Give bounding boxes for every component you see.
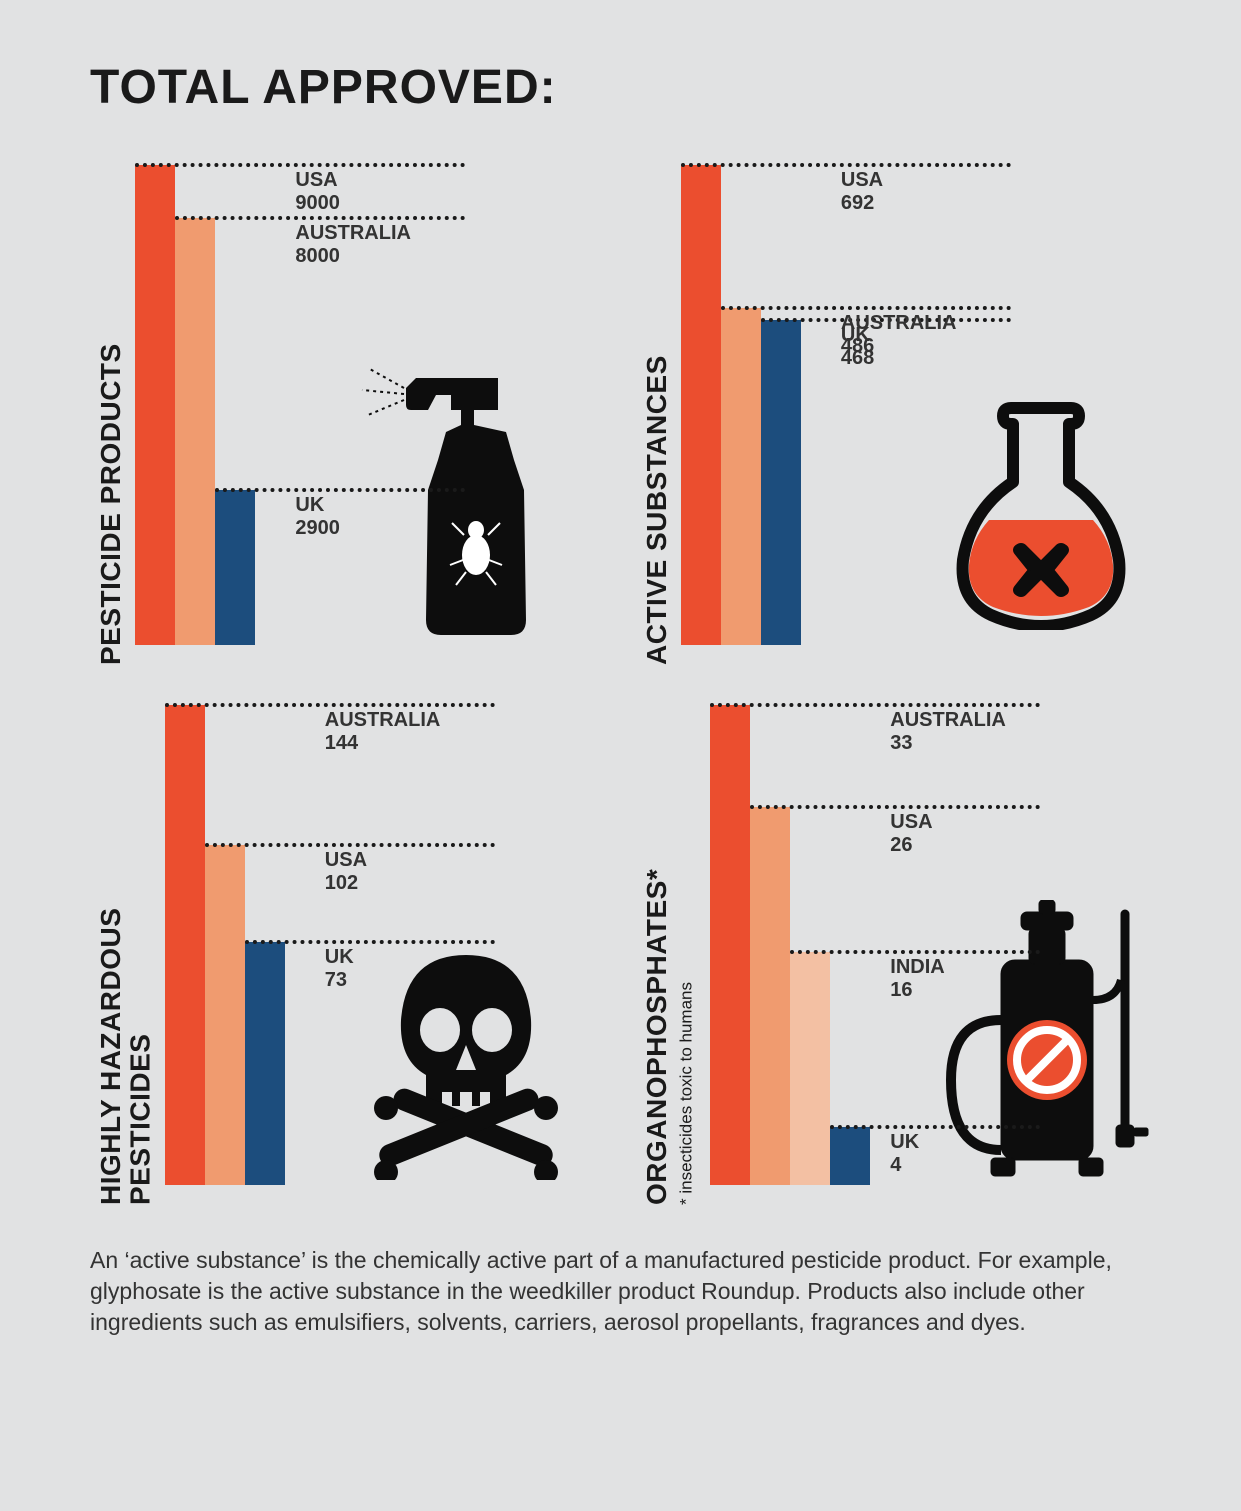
- bar-value: 33: [890, 732, 1006, 755]
- bar-group: [165, 705, 285, 1185]
- bar: [750, 807, 790, 1185]
- page-title: TOTAL APPROVED:: [90, 60, 1151, 115]
- bar-value: 8000: [295, 245, 411, 268]
- pump-sprayer-icon: [921, 900, 1151, 1185]
- bar-country: UK: [890, 1131, 919, 1154]
- bar-country: UK: [295, 494, 340, 517]
- panel-label: ACTIVE SUBSTANCES: [636, 165, 677, 665]
- bar-value: 102: [325, 872, 367, 895]
- bar-label: UK73: [325, 946, 354, 992]
- chart-area: USA692AUSTRALIA486UK468: [681, 165, 1151, 645]
- bar: [135, 165, 175, 645]
- bar: [175, 218, 215, 645]
- footnote-text: An ‘active substance’ is the chemically …: [90, 1245, 1150, 1338]
- panel-label-line2: PESTICIDES: [124, 1034, 155, 1205]
- bar: [215, 490, 255, 645]
- bar-value: 144: [325, 732, 441, 755]
- chart-area: AUSTRALIA144 USA102 UK73: [165, 705, 606, 1185]
- bar-country: INDIA: [890, 956, 944, 979]
- bar-country: AUSTRALIA: [890, 709, 1006, 732]
- spray-bottle-icon: [356, 360, 576, 645]
- panel-label-line1: HIGHLY HAZARDOUS: [95, 908, 126, 1205]
- panel-highly-hazardous: HIGHLY HAZARDOUS PESTICIDES: [90, 705, 606, 1205]
- skull-crossbones-icon: [356, 950, 576, 1185]
- bar-country: USA: [890, 811, 932, 834]
- flask-icon: [941, 400, 1141, 635]
- bar-value: 9000: [295, 192, 340, 215]
- bar-label: INDIA16: [890, 956, 944, 1002]
- bar: [710, 705, 750, 1185]
- bar-value: 26: [890, 834, 932, 857]
- bar-label: UK2900: [295, 494, 340, 540]
- panel-label-main: ORGANOPHOSPHATES*: [641, 869, 672, 1205]
- bar-country: AUSTRALIA: [325, 709, 441, 732]
- bar-value: 73: [325, 969, 354, 992]
- bar: [245, 942, 285, 1185]
- bar-label: USA26: [890, 811, 932, 857]
- bar: [830, 1127, 870, 1185]
- bar: [205, 845, 245, 1185]
- bar-label: AUSTRALIA33: [890, 709, 1006, 755]
- bar-value: 4: [890, 1154, 919, 1177]
- bar: [681, 165, 721, 645]
- bar-value: 692: [841, 192, 883, 215]
- bar-value: 468: [841, 347, 874, 370]
- panel-active-substances: ACTIVE SUBSTANCES USA692AUSTRALIA486UK46…: [636, 165, 1152, 665]
- panel-pesticide-products: PESTICIDE PRODUCTS: [90, 165, 606, 665]
- chart-grid: PESTICIDE PRODUCTS: [90, 165, 1151, 1205]
- bar: [721, 308, 761, 645]
- panel-organophosphates: ORGANOPHOSPHATES* * insecticides toxic t…: [636, 705, 1152, 1205]
- bar-country: USA: [325, 849, 367, 872]
- bar-country: USA: [841, 169, 883, 192]
- bar-label: AUSTRALIA144: [325, 709, 441, 755]
- panel-label: PESTICIDE PRODUCTS: [90, 165, 131, 665]
- bar: [761, 320, 801, 645]
- chart-area: USA9000 AUSTRALIA8000 UK2900: [135, 165, 605, 645]
- bar-value: 16: [890, 979, 944, 1002]
- bar-country: UK: [325, 946, 354, 969]
- panel-subtitle: * insecticides toxic to humans: [676, 982, 695, 1205]
- bar: [790, 952, 830, 1185]
- bar-group: [681, 165, 801, 645]
- bar-label: USA692: [841, 169, 883, 215]
- bar-label: AUSTRALIA8000: [295, 222, 411, 268]
- bar-label: UK468: [841, 324, 874, 370]
- bar-group: [710, 705, 870, 1185]
- panel-label: HIGHLY HAZARDOUS PESTICIDES: [90, 705, 161, 1205]
- bar-label: USA102: [325, 849, 367, 895]
- bar-label: UK4: [890, 1131, 919, 1177]
- bar-value: 2900: [295, 517, 340, 540]
- bar-group: [135, 165, 255, 645]
- bar-country: USA: [295, 169, 340, 192]
- chart-area: AUSTRALIA33 USA26 INDIA16 UK4: [710, 705, 1151, 1185]
- bar-label: USA9000: [295, 169, 340, 215]
- panel-label: ORGANOPHOSPHATES* * insecticides toxic t…: [636, 705, 707, 1205]
- bar-country: UK: [841, 324, 874, 347]
- bar-country: AUSTRALIA: [295, 222, 411, 245]
- bar: [165, 705, 205, 1185]
